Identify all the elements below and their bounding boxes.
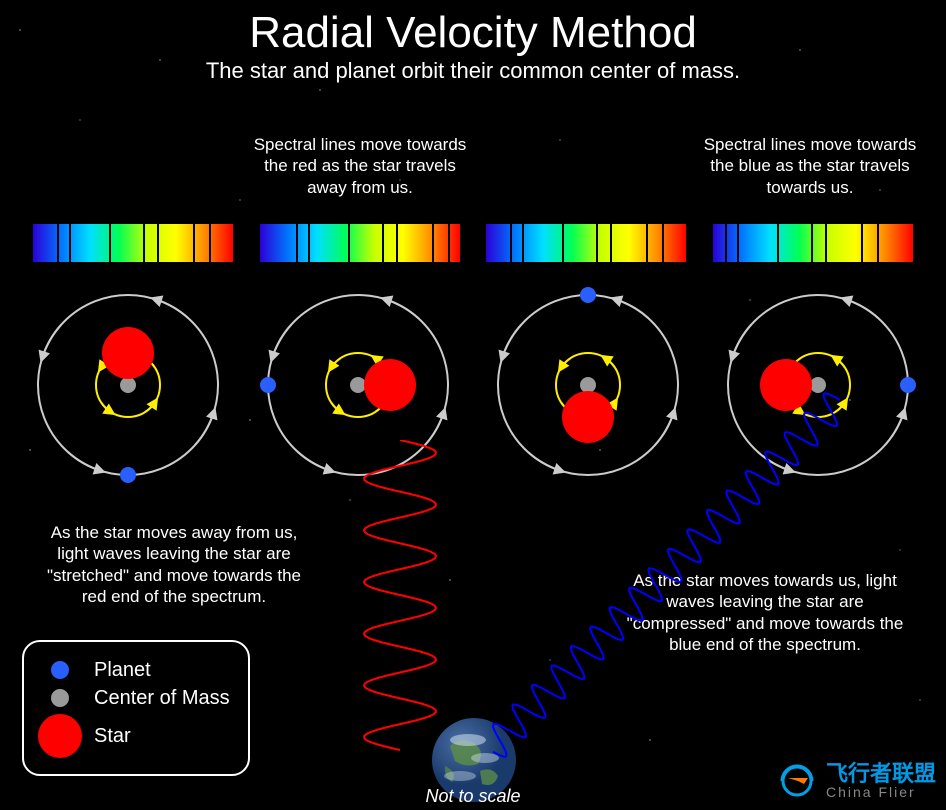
absorption-line	[296, 224, 298, 262]
legend-label: Planet	[94, 659, 151, 682]
spectrum-1	[33, 224, 233, 262]
legend-swatch-icon	[38, 714, 82, 758]
absorption-line	[877, 224, 879, 262]
absorption-line	[662, 224, 664, 262]
center-of-mass-icon	[350, 377, 366, 393]
absorption-line	[777, 224, 779, 262]
legend-swatch-icon	[38, 686, 82, 710]
legend-row: Planet	[38, 658, 230, 682]
absorption-line	[825, 224, 827, 262]
main-title: Radial Velocity Method	[0, 0, 946, 58]
spectrum-3	[486, 224, 686, 262]
absorption-line	[562, 224, 564, 262]
legend-swatch-icon	[38, 658, 82, 682]
caption-blueshift-top: Spectral lines move towards the blue as …	[700, 134, 920, 198]
absorption-line	[193, 224, 195, 262]
planet-icon	[260, 377, 276, 393]
absorption-line	[448, 224, 450, 262]
planet-icon	[900, 377, 916, 393]
caption-redshift-top: Spectral lines move towards the red as t…	[250, 134, 470, 198]
absorption-line	[646, 224, 648, 262]
star-icon	[364, 359, 416, 411]
absorption-line	[725, 224, 727, 262]
center-of-mass-icon	[120, 377, 136, 393]
absorption-line	[861, 224, 863, 262]
planet-icon	[580, 287, 596, 303]
absorption-line	[69, 224, 71, 262]
planet-icon	[120, 467, 136, 483]
absorption-line	[522, 224, 524, 262]
absorption-line	[348, 224, 350, 262]
legend-label: Star	[94, 725, 131, 748]
absorption-line	[811, 224, 813, 262]
absorption-line	[109, 224, 111, 262]
legend-box: Planet Center of Mass Star	[22, 640, 250, 776]
spectrum-row	[33, 224, 913, 262]
subtitle: The star and planet orbit their common c…	[0, 58, 946, 84]
absorption-line	[57, 224, 59, 262]
watermark-sub: China Flier	[826, 785, 936, 799]
absorption-line	[382, 224, 384, 262]
absorption-line	[432, 224, 434, 262]
legend-label: Center of Mass	[94, 687, 230, 710]
caption-redshift-bottom: As the star moves away from us, light wa…	[34, 522, 314, 607]
legend-row: Star	[38, 714, 230, 758]
absorption-line	[209, 224, 211, 262]
spectrum-2	[260, 224, 460, 262]
absorption-line	[157, 224, 159, 262]
blue-wave	[470, 380, 870, 780]
absorption-line	[143, 224, 145, 262]
spectrum-4	[713, 224, 913, 262]
absorption-line	[510, 224, 512, 262]
infographic-content: Radial Velocity Method The star and plan…	[0, 0, 946, 810]
not-to-scale-label: Not to scale	[373, 786, 573, 807]
star-icon	[102, 327, 154, 379]
absorption-line	[396, 224, 398, 262]
absorption-line	[596, 224, 598, 262]
orbit-svg	[23, 280, 233, 490]
absorption-line	[610, 224, 612, 262]
absorption-line	[737, 224, 739, 262]
orbit-panel-1	[23, 280, 233, 490]
absorption-line	[308, 224, 310, 262]
legend-row: Center of Mass	[38, 686, 230, 710]
